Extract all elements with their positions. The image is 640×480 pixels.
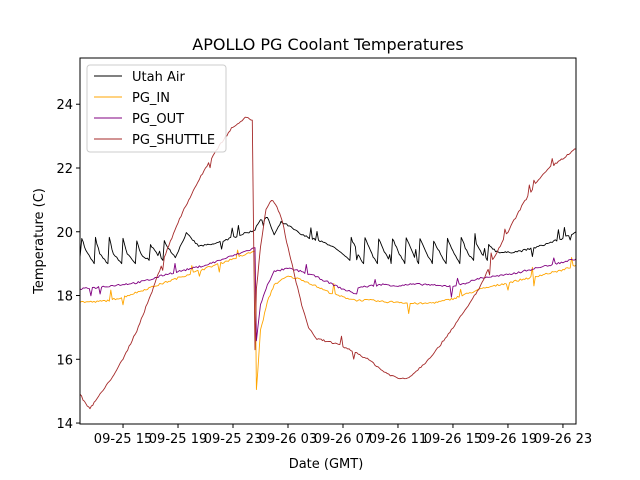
legend-label-utah-air: Utah Air [132, 70, 185, 85]
y-tick-label: 16 [56, 353, 73, 368]
y-tick-label: 20 [56, 226, 73, 241]
plot-lines [80, 116, 576, 410]
x-tick-label: 09-26 19 [479, 432, 537, 447]
legend-box [86, 64, 227, 153]
x-tick-label: 09-26 11 [369, 432, 427, 447]
chart-title: APOLLO PG Coolant Temperatures [192, 35, 463, 54]
y-axis-label: Temperature (C) [32, 188, 47, 295]
legend-label-pg-in: PG_IN [132, 91, 170, 106]
y-axis: 14 16 18 20 22 24 [56, 98, 80, 432]
x-tick-label: 09-26 23 [534, 432, 592, 447]
x-tick-label: 09-26 07 [314, 432, 372, 447]
y-tick-label: 18 [56, 290, 73, 305]
y-tick-label: 14 [56, 417, 73, 432]
x-tick-label: 09-26 03 [259, 432, 317, 447]
series-line-utah-air [80, 217, 576, 265]
series-line-pg-shuttle [80, 116, 576, 410]
x-tick-label: 09-26 15 [424, 432, 482, 447]
x-axis-label: Date (GMT) [289, 457, 364, 472]
legend-label-pg-shuttle: PG_SHUTTLE [132, 133, 215, 148]
series-line-pg-in [80, 249, 576, 391]
x-tick-label: 09-25 15 [94, 432, 152, 447]
legend-label-pg-out: PG_OUT [132, 112, 184, 127]
y-tick-label: 22 [56, 162, 73, 177]
x-tick-label: 09-25 19 [149, 432, 207, 447]
plot-frame [79, 57, 577, 425]
x-tick-label: 09-25 23 [204, 432, 262, 447]
y-tick-label: 24 [56, 98, 73, 113]
series-line-pg-out [80, 247, 576, 342]
legend: Utah Air PG_IN PG_OUT PG_SHUTTLE [86, 64, 227, 153]
